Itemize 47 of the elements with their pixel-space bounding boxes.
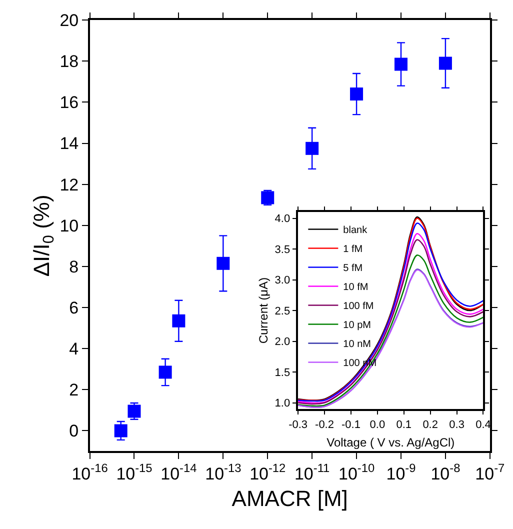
y-tick-label: 3.5 bbox=[274, 244, 290, 256]
x-axis-title: AMACR [M] bbox=[232, 486, 348, 511]
legend-label: blank bbox=[343, 225, 368, 236]
y-tick-label: 3.0 bbox=[274, 274, 290, 287]
y-tick-label: 8 bbox=[69, 257, 79, 276]
y-axis-title: Current (μA) bbox=[256, 277, 271, 344]
y-tick-label: 14 bbox=[60, 134, 79, 154]
x-tick-label: 0.2 bbox=[422, 418, 438, 431]
legend-label: 10 fM bbox=[343, 282, 368, 294]
x-tick-label: -0.2 bbox=[315, 418, 334, 431]
x-tick-label: 10$^{-10}$ bbox=[338, 461, 375, 484]
x-tick-label: 10$^{-12}$ bbox=[250, 461, 286, 484]
legend-label: 10 pM bbox=[343, 320, 371, 332]
x-axis-title: Voltage ( V vs. Ag/AgCl) bbox=[326, 435, 455, 450]
x-tick-label: -0.1 bbox=[341, 418, 360, 431]
y-tick-label: 12 bbox=[60, 175, 79, 194]
x-tick-label: 0.4 bbox=[476, 418, 491, 431]
y-tick-label: 0 bbox=[69, 422, 79, 441]
x-tick-label: 10$^{-16}$ bbox=[72, 461, 108, 484]
y-tick-label: 20 bbox=[60, 11, 79, 30]
x-tick-label: 0.1 bbox=[396, 418, 412, 431]
y-tick-label: 2.5 bbox=[274, 305, 290, 318]
legend-label: 5 fM bbox=[343, 263, 363, 274]
legend-label: 1 fM bbox=[343, 244, 363, 256]
legend-label: 10 nM bbox=[343, 339, 371, 350]
y-tick-label: 1.5 bbox=[274, 366, 290, 379]
y-tick-label: 4.0 bbox=[274, 213, 290, 226]
y-tick-label: 2.0 bbox=[274, 336, 290, 348]
y-tick-label: 18 bbox=[60, 52, 79, 72]
x-tick-label: 10$^{-14}$ bbox=[160, 461, 198, 484]
x-tick-label: -0.3 bbox=[288, 418, 308, 431]
y-tick-label: 2 bbox=[69, 380, 79, 400]
legend-label: 100 fM bbox=[343, 301, 374, 312]
x-tick-label: 10$^{-13}$ bbox=[205, 461, 242, 484]
y-tick-label: 10 bbox=[60, 216, 79, 236]
x-tick-label: 10$^{-15}$ bbox=[116, 461, 153, 484]
legend-label: 100 nM bbox=[343, 358, 377, 370]
x-tick-label: 0.0 bbox=[370, 418, 386, 431]
y-tick-label: 16 bbox=[60, 93, 79, 112]
x-tick-label: 10$^{-8}$ bbox=[430, 461, 461, 484]
x-tick-label: 10$^{-11}$ bbox=[294, 461, 330, 484]
x-tick-label: 10$^{-9}$ bbox=[386, 461, 416, 484]
y-tick-label: 4 bbox=[69, 340, 79, 359]
x-tick-label: 10$^{-7}$ bbox=[475, 461, 506, 484]
y-tick-label: 1.0 bbox=[274, 398, 290, 410]
y-tick-label: 6 bbox=[69, 298, 79, 318]
x-tick-label: 0.3 bbox=[449, 418, 464, 431]
